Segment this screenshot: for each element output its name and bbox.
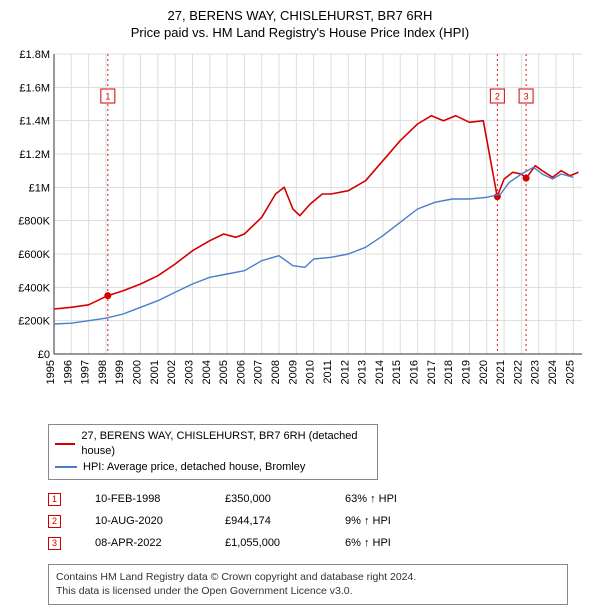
transaction-marker: 3: [48, 537, 61, 550]
svg-text:2006: 2006: [235, 360, 247, 384]
svg-text:1997: 1997: [80, 360, 92, 384]
svg-text:£200K: £200K: [18, 316, 50, 328]
legend-row: 27, BERENS WAY, CHISLEHURST, BR7 6RH (de…: [55, 429, 371, 460]
svg-text:2001: 2001: [149, 360, 161, 384]
chart-svg: £0 £200K £400K £600K £800K £1M £1.2M £1.4M £1.6M…: [10, 46, 590, 416]
svg-text:£0: £0: [38, 349, 50, 361]
svg-text:2020: 2020: [478, 360, 490, 384]
svg-text:£1.2M: £1.2M: [19, 149, 50, 161]
svg-text:2003: 2003: [183, 360, 195, 384]
transaction-delta: 9% ↑ HPI: [345, 515, 445, 527]
svg-text:2013: 2013: [357, 360, 369, 384]
footer-line2: This data is licensed under the Open Gov…: [56, 584, 560, 598]
footer-line1: Contains HM Land Registry data © Crown c…: [56, 570, 560, 584]
legend: 27, BERENS WAY, CHISLEHURST, BR7 6RH (de…: [48, 424, 378, 480]
title-subtitle: Price paid vs. HM Land Registry's House …: [10, 25, 590, 40]
legend-row: HPI: Average price, detached house, Brom…: [55, 460, 371, 475]
legend-label: HPI: Average price, detached house, Brom…: [83, 460, 305, 475]
svg-text:£800K: £800K: [18, 216, 50, 228]
svg-text:2007: 2007: [253, 360, 265, 384]
svg-text:2009: 2009: [287, 360, 299, 384]
svg-text:2004: 2004: [201, 360, 213, 384]
legend-swatch: [55, 443, 75, 445]
legend-swatch: [55, 466, 77, 468]
transactions-table: 1 10-FEB-1998£350,00063% ↑ HPI 2 10-AUG-202…: [48, 488, 548, 554]
svg-text:2014: 2014: [374, 360, 386, 384]
chart: £0 £200K £400K £600K £800K £1M £1.2M £1.4M £1.6M…: [10, 46, 590, 416]
transaction-price: £1,055,000: [225, 537, 345, 549]
footer: Contains HM Land Registry data © Crown c…: [48, 564, 568, 604]
svg-text:£1.4M: £1.4M: [19, 116, 50, 128]
svg-text:1995: 1995: [45, 360, 57, 384]
svg-text:2008: 2008: [270, 360, 282, 384]
svg-text:2018: 2018: [443, 360, 455, 384]
svg-text:3: 3: [524, 92, 529, 102]
svg-text:2019: 2019: [460, 360, 472, 384]
transaction-date: 10-AUG-2020: [95, 515, 225, 527]
transaction-price: £350,000: [225, 493, 345, 505]
transaction-price: £944,174: [225, 515, 345, 527]
svg-text:£400K: £400K: [18, 282, 50, 294]
svg-text:£1.8M: £1.8M: [19, 49, 50, 61]
svg-text:2016: 2016: [409, 360, 421, 384]
svg-text:2022: 2022: [512, 360, 524, 384]
svg-text:2015: 2015: [391, 360, 403, 384]
svg-text:1999: 1999: [114, 360, 126, 384]
title-address: 27, BERENS WAY, CHISLEHURST, BR7 6RH: [10, 8, 590, 23]
svg-text:£1.6M: £1.6M: [19, 82, 50, 94]
svg-text:1: 1: [105, 92, 110, 102]
transaction-delta: 63% ↑ HPI: [345, 493, 445, 505]
transaction-row: 1 10-FEB-1998£350,00063% ↑ HPI: [48, 488, 548, 510]
legend-label: 27, BERENS WAY, CHISLEHURST, BR7 6RH (de…: [81, 429, 371, 460]
svg-text:1998: 1998: [97, 360, 109, 384]
transaction-delta: 6% ↑ HPI: [345, 537, 445, 549]
svg-text:2005: 2005: [218, 360, 230, 384]
titles: 27, BERENS WAY, CHISLEHURST, BR7 6RH Pri…: [10, 8, 590, 40]
chart-container: 27, BERENS WAY, CHISLEHURST, BR7 6RH Pri…: [0, 0, 600, 615]
svg-text:2002: 2002: [166, 360, 178, 384]
svg-text:2023: 2023: [530, 360, 542, 384]
transaction-marker: 1: [48, 493, 61, 506]
svg-text:2000: 2000: [132, 360, 144, 384]
svg-text:£600K: £600K: [18, 249, 50, 261]
svg-text:2011: 2011: [322, 360, 334, 384]
transaction-date: 10-FEB-1998: [95, 493, 225, 505]
svg-text:2021: 2021: [495, 360, 507, 384]
svg-text:2: 2: [495, 92, 500, 102]
svg-text:1996: 1996: [62, 360, 74, 384]
svg-text:2012: 2012: [339, 360, 351, 384]
svg-text:£1M: £1M: [29, 182, 50, 194]
transaction-row: 2 10-AUG-2020£944,1749% ↑ HPI: [48, 510, 548, 532]
transaction-row: 3 08-APR-2022£1,055,0006% ↑ HPI: [48, 532, 548, 554]
svg-text:2024: 2024: [547, 360, 559, 384]
transaction-marker: 2: [48, 515, 61, 528]
svg-text:2025: 2025: [564, 360, 576, 384]
svg-text:2010: 2010: [305, 360, 317, 384]
svg-text:2017: 2017: [426, 360, 438, 384]
transaction-date: 08-APR-2022: [95, 537, 225, 549]
